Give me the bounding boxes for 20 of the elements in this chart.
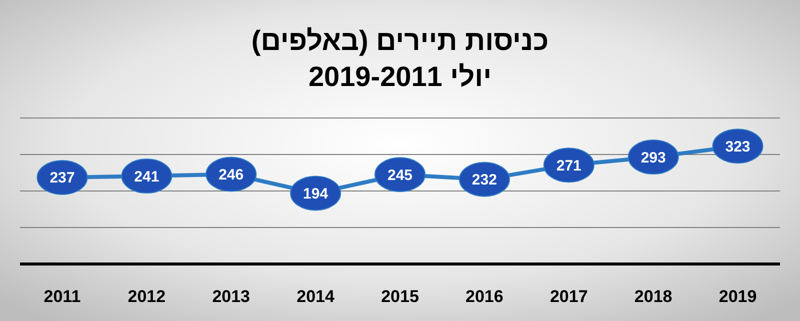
- chart-title: כניסות תיירים (באלפים): [251, 25, 549, 56]
- data-label: 271: [556, 157, 582, 174]
- x-tick-label: 2018: [634, 287, 672, 306]
- x-tick-label: 2012: [128, 287, 166, 306]
- data-label: 237: [50, 170, 75, 187]
- x-tick-label: 2011: [44, 287, 81, 306]
- chart-subtitle: יולי 2019-2011: [308, 61, 492, 92]
- x-tick-label: 2016: [466, 287, 504, 306]
- x-tick-label: 2013: [212, 287, 250, 306]
- data-label: 246: [218, 166, 244, 184]
- x-tick-label: 2015: [381, 287, 419, 306]
- data-label: 293: [640, 149, 666, 166]
- x-tick-label: 2014: [296, 287, 336, 306]
- x-tick-label: 2017: [550, 287, 588, 306]
- x-tick-label: 2019: [718, 287, 757, 306]
- data-label: 232: [472, 172, 497, 189]
- data-label: 323: [725, 138, 750, 156]
- data-label: 245: [387, 166, 413, 184]
- data-label: 194: [303, 185, 329, 202]
- data-label: 241: [134, 168, 160, 186]
